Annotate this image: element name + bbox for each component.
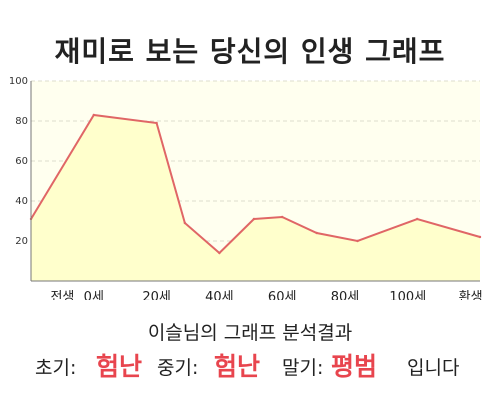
y-tick-label-80: 80	[15, 116, 28, 127]
early-value: 험난	[96, 352, 143, 381]
x-tick-label-6: 100세	[389, 290, 426, 300]
data-point-5	[252, 217, 256, 221]
y-tick-label-40: 40	[15, 196, 28, 207]
series-area-fill	[31, 115, 480, 281]
chart-title: 재미로 보는 당신의 인생 그래프	[54, 35, 446, 68]
y-tick-label-60: 60	[15, 156, 28, 167]
y-tick-label-20: 20	[15, 236, 28, 247]
data-point-10	[478, 235, 482, 239]
x-tick-label-3: 40세	[205, 290, 234, 300]
data-point-2	[155, 121, 158, 125]
x-tick-label-1: 0세	[84, 290, 104, 300]
early-label: 초기:	[35, 357, 77, 379]
life-graph-chart: 20 40 60 80 100 전생 0세 20세 40세 60세 80세 100세 환생	[9, 76, 483, 300]
data-point-7	[315, 231, 318, 235]
x-tick-label-7: 환생	[459, 290, 483, 300]
data-point-3	[183, 221, 187, 225]
analysis-heading: 이슬님의 그래프 분석결과	[147, 322, 353, 344]
x-tick-label-2: 20세	[142, 290, 171, 300]
late-label: 말기:	[282, 357, 324, 379]
x-tick-label-0: 전생	[50, 290, 74, 300]
mid-value: 험난	[214, 352, 261, 381]
x-tick-label-4: 60세	[268, 290, 297, 300]
data-point-9	[416, 217, 419, 221]
result-suffix: 입니다	[407, 357, 460, 379]
data-point-8	[356, 239, 359, 243]
x-tick-label-5: 80세	[331, 290, 360, 300]
mid-label: 중기:	[157, 357, 199, 379]
analysis-result: 초기: 험난 중기: 험난 말기: 평범 입니다	[0, 345, 500, 385]
late-value: 평범	[331, 352, 378, 381]
data-point-4	[218, 251, 221, 255]
data-point-1	[92, 113, 95, 117]
data-point-6	[280, 215, 284, 219]
y-tick-label-100: 100	[9, 76, 28, 87]
